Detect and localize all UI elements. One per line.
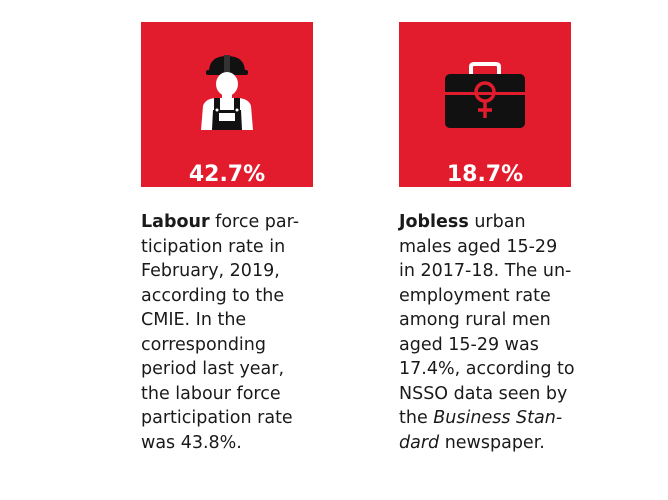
labour-description: Labour force par- ticipation rate in Feb… <box>141 212 300 453</box>
newspaper-name-part1: Business Stan- <box>433 408 563 428</box>
jobless-stat-card: 18.7% <box>399 22 571 187</box>
labour-stat-card: 42.7% <box>141 22 313 187</box>
worker-icon <box>201 55 253 130</box>
jobless-stat-value: 18.7% <box>446 162 524 187</box>
labour-stat-value: 42.7% <box>188 162 266 187</box>
briefcase-female-icon <box>445 62 525 128</box>
jobless-lead-word: Jobless <box>399 212 469 232</box>
labour-lead-word: Labour <box>141 212 210 232</box>
jobless-description: Jobless urban males aged 15-29 in 2017-1… <box>399 212 575 453</box>
newspaper-name-part2: dard <box>399 432 440 453</box>
